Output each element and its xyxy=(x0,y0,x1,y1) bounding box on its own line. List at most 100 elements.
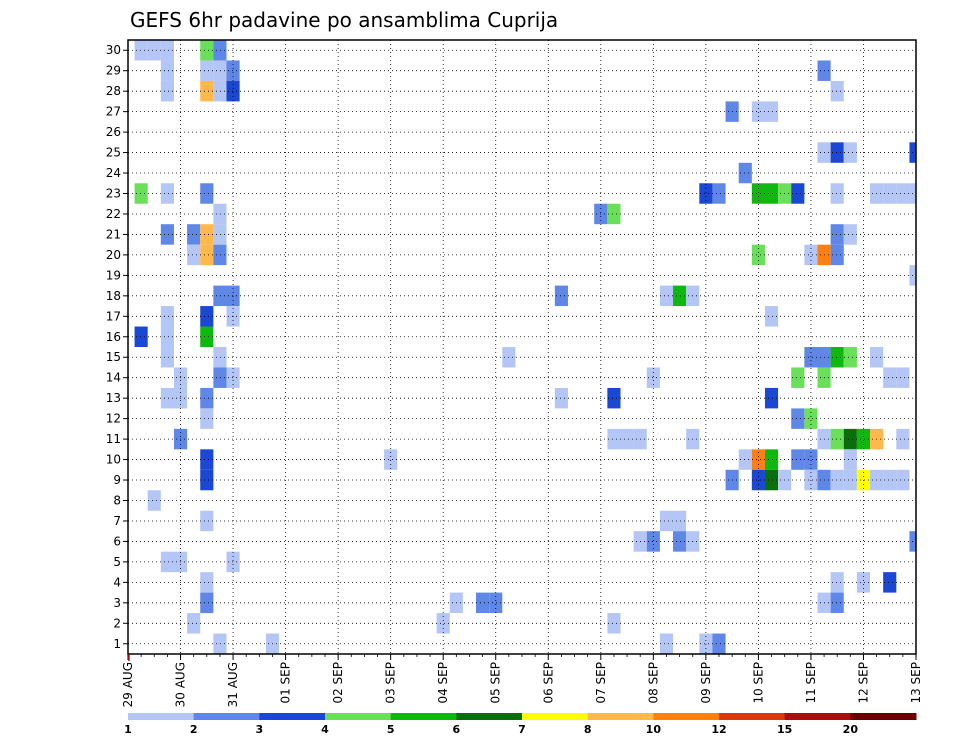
y-tick-label: 5 xyxy=(113,555,121,569)
precip-cell xyxy=(896,367,910,388)
precip-cell xyxy=(856,572,871,593)
plot-frame xyxy=(127,39,917,655)
precip-cell xyxy=(160,551,174,573)
colorbar-label: 8 xyxy=(584,723,592,736)
precip-cell xyxy=(673,510,687,532)
precip-cell xyxy=(751,449,765,470)
precip-cell xyxy=(856,428,871,450)
precip-cell xyxy=(659,510,674,532)
y-tick-label: 24 xyxy=(106,166,121,180)
x-tick-label: 12 SEP xyxy=(856,662,870,704)
precip-cell xyxy=(226,551,240,573)
precip-cell xyxy=(200,80,214,102)
precip-cell xyxy=(200,60,214,81)
colorbar-label: 1 xyxy=(124,723,132,736)
precip-cell xyxy=(200,449,214,470)
y-tick-label: 20 xyxy=(106,248,121,262)
precip-cell xyxy=(476,592,490,614)
precip-cell xyxy=(226,60,240,81)
precip-cell xyxy=(673,285,687,307)
x-tick-label: 07 SEP xyxy=(594,662,608,704)
precip-cell xyxy=(607,428,621,450)
x-axis: 29 AUG 30 AUG 31 AUG 01 SEP 02 SEP 03 SEP 04 S… xyxy=(121,654,923,707)
y-tick-label: 11 xyxy=(106,432,121,446)
precip-cell xyxy=(804,347,818,368)
precip-cell xyxy=(830,80,844,102)
precip-cell xyxy=(620,428,634,450)
colorbar-label: 6 xyxy=(453,723,461,736)
precip-cell xyxy=(200,469,214,491)
x-tick-label: 11 SEP xyxy=(804,662,818,704)
precip-cell xyxy=(646,367,660,388)
precip-cell xyxy=(830,224,844,245)
x-tick-label: 03 SEP xyxy=(384,662,398,704)
colorbar-label: 4 xyxy=(321,723,329,736)
precip-cell xyxy=(791,183,805,204)
precip-cell xyxy=(200,510,214,532)
precip-cell xyxy=(226,285,240,307)
precip-cell xyxy=(843,224,857,245)
precip-cell xyxy=(226,80,240,102)
precip-cell xyxy=(883,572,897,593)
precip-cell xyxy=(738,162,752,184)
chart-title: GEFS 6hr padavine po ansamblima Cuprija xyxy=(130,8,558,32)
x-tick-label: 06 SEP xyxy=(541,662,555,704)
colorbar-label: 5 xyxy=(387,723,395,736)
precip-cell xyxy=(213,244,227,266)
precip-cell xyxy=(659,633,674,654)
precip-cell xyxy=(830,244,844,266)
precip-cell xyxy=(554,387,568,409)
y-tick-label: 17 xyxy=(106,309,121,323)
precip-cell xyxy=(187,224,201,245)
precip-cell xyxy=(843,347,857,368)
precip-cell xyxy=(200,224,214,245)
precip-cell xyxy=(187,613,201,634)
precip-cell xyxy=(213,633,227,654)
precip-cell xyxy=(213,80,227,102)
x-tick-label: 01 SEP xyxy=(279,662,293,704)
precip-cell xyxy=(883,469,897,491)
precip-cell xyxy=(200,592,214,614)
y-tick-label: 19 xyxy=(106,268,121,282)
y-tick-label: 22 xyxy=(106,207,121,221)
y-axis: 1234567891011121314151617181920212223242… xyxy=(106,43,128,651)
y-tick-label: 21 xyxy=(106,227,121,241)
precip-cell xyxy=(896,469,910,491)
y-tick-label: 10 xyxy=(106,453,121,467)
precip-cell xyxy=(160,326,174,347)
precip-cell xyxy=(830,428,844,450)
precip-cell xyxy=(751,244,765,266)
precip-cell xyxy=(830,142,844,163)
precip-cell xyxy=(213,367,227,388)
y-tick-label: 27 xyxy=(106,105,121,119)
precip-cell xyxy=(226,367,240,388)
colorbar-swatch xyxy=(193,713,260,720)
precip-cell xyxy=(200,387,214,409)
precip-cell xyxy=(200,40,214,61)
precip-cell xyxy=(830,347,844,368)
precip-cell xyxy=(830,572,844,593)
colorbar-label: 7 xyxy=(518,723,526,736)
precip-cell xyxy=(187,244,201,266)
precip-cell xyxy=(712,633,726,654)
y-tick-label: 28 xyxy=(106,84,121,98)
y-tick-label: 1 xyxy=(113,637,121,651)
precip-cell xyxy=(213,347,227,368)
precip-cell xyxy=(160,347,174,368)
precip-cell xyxy=(896,183,910,204)
precip-cell xyxy=(830,183,844,204)
colorbar: 1 2 3 4 5 6 7 8 10 12 15 20 xyxy=(124,713,917,736)
precip-cell xyxy=(830,469,844,491)
precip-cell xyxy=(134,40,148,61)
precip-cell xyxy=(160,387,174,409)
precip-cell xyxy=(200,408,214,429)
x-tick-label: 05 SEP xyxy=(489,662,503,704)
precip-cell xyxy=(659,285,674,307)
colorbar-swatch xyxy=(719,713,786,720)
y-tick-label: 13 xyxy=(106,391,121,405)
precip-cell xyxy=(134,183,148,204)
colorbar-swatch xyxy=(259,713,326,720)
precip-cell xyxy=(200,326,214,347)
precip-cell xyxy=(200,183,214,204)
precip-cell xyxy=(712,183,726,204)
